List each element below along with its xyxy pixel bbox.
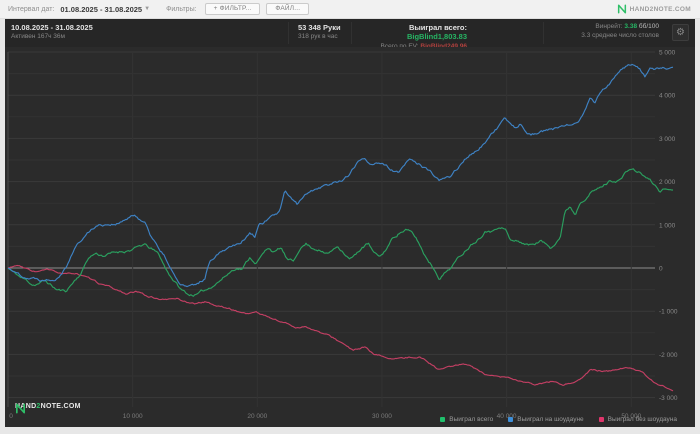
file-button[interactable]: ФАЙЛ... [266, 2, 310, 16]
series-line-1 [7, 63, 674, 288]
watermark-text: HAND2NOTE.COM [15, 403, 81, 410]
legend-item[interactable]: Выиграл на шоудауне [508, 416, 584, 423]
brand-text: HAND2NOTE.COM [629, 5, 691, 13]
svg-text:50 000: 50 000 [621, 413, 641, 420]
won-total-value: BigBlind1,803.83 [406, 32, 467, 42]
hands-per-hour: 318 рук в час [298, 33, 338, 41]
svg-text:10 000: 10 000 [123, 413, 143, 420]
won-total-label: Выиграл всего: [408, 23, 467, 32]
svg-text:0: 0 [9, 413, 13, 420]
stats-bar: 10.08.2025 - 31.08.2025 Активен 167ч 36м… [5, 19, 695, 51]
hand2note-logo-icon [16, 403, 25, 414]
winnings-chart: 5 000 4 000 3 000 2 000 1 000 0 -1 000 -2 000 -3… [5, 47, 695, 427]
svg-text:-1 000: -1 000 [659, 309, 678, 316]
svg-text:5 000: 5 000 [659, 50, 676, 57]
stat-hands: 53 348 Руки 318 рук в час [298, 23, 341, 42]
legend-dot-icon [598, 417, 604, 422]
hands-count: 53 348 Руки [298, 23, 341, 32]
legend-dot-icon [508, 417, 514, 422]
active-time: Активен 167ч 36м [11, 33, 65, 41]
legend-label: Выиграл без шоудауна [607, 416, 677, 423]
svg-text:3 000: 3 000 [659, 136, 676, 143]
gear-icon[interactable]: ⚙ [672, 24, 689, 41]
svg-text:30 000: 30 000 [372, 413, 392, 420]
legend-item[interactable]: Выиграл без шоудауна [598, 416, 677, 423]
svg-text:0: 0 [659, 266, 663, 273]
legend-label: Выиграл на шоудауне [517, 416, 584, 423]
svg-text:4 000: 4 000 [659, 93, 676, 100]
top-toolbar: Интервал дат: 01.08.2025 - 31.08.2025 ▼ … [0, 0, 700, 19]
stat-winrate: Винрейт: 3.38 бб/100 3.3 среднее число с… [581, 23, 659, 40]
svg-text:1 000: 1 000 [659, 222, 676, 229]
series-line-0 [7, 168, 674, 297]
date-range-value[interactable]: 01.08.2025 - 31.08.2025 [60, 4, 143, 14]
winrate-value: 3.38 [624, 23, 638, 30]
svg-text:-2 000: -2 000 [659, 352, 678, 359]
period-value: 10.08.2025 - 31.08.2025 [11, 23, 93, 32]
svg-text:20 000: 20 000 [247, 413, 267, 420]
ev-label: Всего по EV: [381, 43, 419, 50]
svg-text:2 000: 2 000 [659, 179, 676, 186]
report-panel: 10.08.2025 - 31.08.2025 Активен 167ч 36м… [5, 19, 695, 427]
legend-label: Выиграл всего [449, 416, 494, 423]
stats-divider [543, 22, 544, 44]
svg-text:40 000: 40 000 [497, 413, 517, 420]
svg-text:-3 000: -3 000 [659, 395, 678, 402]
stats-divider [351, 22, 352, 44]
hand2note-logo-icon [617, 4, 626, 14]
avg-tables: 3.3 среднее число столов [581, 32, 659, 40]
brand-logo-top: HAND2NOTE.COM [617, 4, 691, 14]
add-filter-button[interactable]: + ФИЛЬТР... [204, 2, 261, 16]
chart-legend: Выиграл всего Выиграл на шоудауне Выиграл … [440, 416, 677, 423]
filters-label: Фильтры: [166, 5, 197, 13]
date-range-label: Интервал дат: [8, 5, 55, 13]
legend-item[interactable]: Выиграл всего [440, 416, 493, 423]
watermark-logo: HAND2NOTE.COM [15, 403, 81, 414]
winrate-unit: бб/100 [638, 23, 659, 30]
winrate-label: Винрейт: [595, 23, 623, 30]
chevron-down-icon[interactable]: ▼ [144, 6, 151, 12]
chart-canvas[interactable]: 5 000 4 000 3 000 2 000 1 000 0 -1 000 -2 000 -3… [5, 47, 695, 427]
stats-divider [288, 22, 289, 44]
stat-period: 10.08.2025 - 31.08.2025 Активен 167ч 36м [11, 23, 93, 42]
series-line-2 [7, 264, 674, 392]
ev-value: BigBlind249.96 [420, 43, 467, 50]
stat-winnings: Выиграл всего: BigBlind1,803.83 Всего по… [357, 23, 467, 51]
legend-dot-icon [440, 417, 446, 422]
